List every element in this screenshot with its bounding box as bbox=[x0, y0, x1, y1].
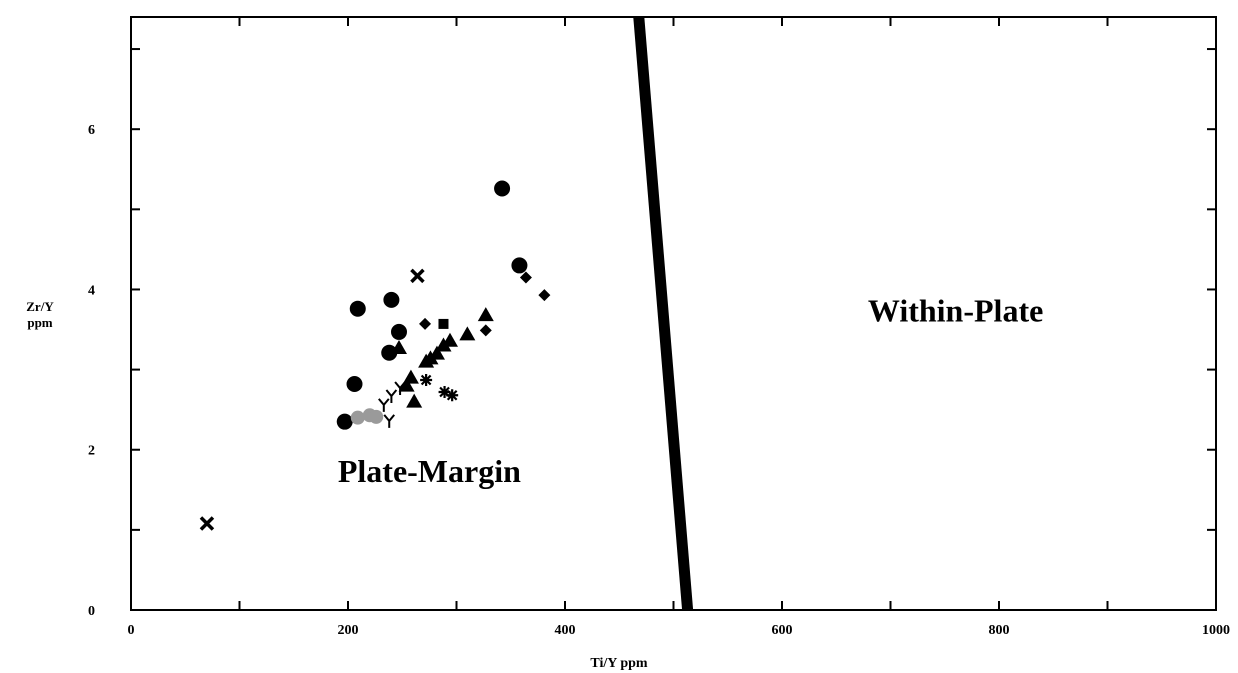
data-point-asterisk bbox=[446, 389, 459, 402]
data-point-triangle bbox=[390, 339, 407, 354]
y-tick-label: 4 bbox=[88, 283, 95, 298]
data-point-y-mark bbox=[394, 381, 406, 396]
plot-frame bbox=[130, 16, 1217, 611]
data-point-triangle bbox=[477, 307, 494, 322]
data-point-cross bbox=[410, 268, 425, 284]
data-point-circle bbox=[511, 257, 528, 274]
data-point-diamond bbox=[419, 317, 432, 330]
data-point-asterisk bbox=[438, 386, 451, 399]
data-point-triangle bbox=[398, 377, 415, 392]
x-tick-label: 1000 bbox=[1202, 623, 1230, 638]
region-labels: Plate-Margin Within-Plate bbox=[338, 293, 1043, 489]
x-axis-label: Ti/Y ppm bbox=[590, 656, 648, 671]
x-tick-label: 0 bbox=[128, 623, 135, 638]
data-point-y-mark bbox=[378, 398, 390, 412]
data-point-cross bbox=[199, 516, 215, 531]
data-point-circle bbox=[349, 300, 366, 317]
data-point-triangle bbox=[406, 393, 423, 408]
data-point-shaded-circle bbox=[369, 409, 384, 424]
data-point-circle bbox=[336, 413, 353, 430]
y-axis-label-line1: Zr/Y bbox=[26, 299, 54, 314]
data-point-diamond bbox=[479, 324, 492, 337]
x-tick-label: 800 bbox=[989, 623, 1010, 638]
data-point-y-mark bbox=[385, 389, 398, 404]
y-tick-label: 6 bbox=[88, 123, 95, 138]
tick-labels: 0 200 400 600 800 1000 0 2 4 6 bbox=[88, 123, 1230, 638]
data-point-triangle bbox=[441, 332, 458, 347]
axis-ticks bbox=[130, 17, 1217, 611]
data-point-circle bbox=[390, 323, 407, 340]
data-point-square bbox=[438, 318, 449, 329]
data-point-triangle bbox=[402, 369, 419, 384]
region-label-plate-margin: Plate-Margin bbox=[338, 453, 521, 489]
x-tick-label: 600 bbox=[772, 623, 793, 638]
x-tick-label: 400 bbox=[555, 623, 576, 638]
data-point-triangle bbox=[428, 345, 445, 360]
data-points bbox=[199, 180, 551, 531]
data-point-circle bbox=[383, 291, 400, 308]
data-point-triangle bbox=[459, 326, 476, 341]
data-point-diamond bbox=[519, 271, 532, 284]
data-point-circle bbox=[381, 344, 398, 361]
data-point-diamond bbox=[538, 289, 551, 302]
boundary-line-group bbox=[633, 16, 694, 611]
y-axis-label-line2: ppm bbox=[27, 315, 52, 330]
data-point-asterisk bbox=[420, 374, 433, 387]
data-point-shaded-circle bbox=[350, 410, 365, 425]
region-label-within-plate: Within-Plate bbox=[868, 293, 1043, 329]
plot-area bbox=[130, 16, 1217, 611]
data-point-circle bbox=[346, 376, 363, 393]
data-point-circle bbox=[494, 180, 511, 197]
x-tick-label: 200 bbox=[338, 623, 359, 638]
data-point-y-mark bbox=[383, 414, 395, 428]
y-tick-label: 0 bbox=[88, 604, 95, 619]
y-tick-label: 2 bbox=[88, 444, 95, 459]
boundary-line bbox=[633, 16, 694, 611]
